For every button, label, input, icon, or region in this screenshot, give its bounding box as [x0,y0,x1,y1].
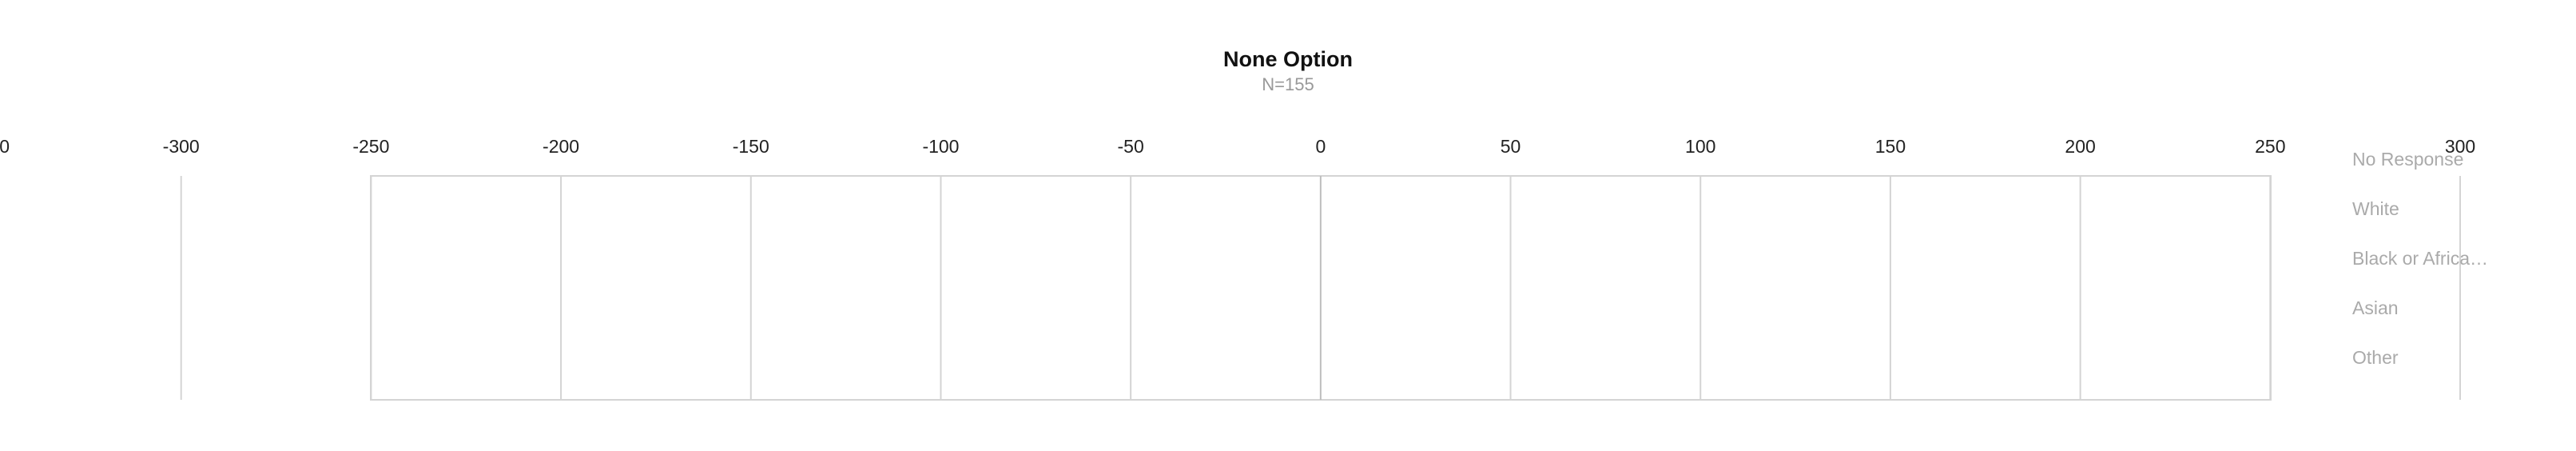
x-tick-label: -350 [0,136,10,157]
x-tick-label: -100 [922,136,959,157]
x-tick-label: 100 [1685,136,1715,157]
category-label: No Response [2352,149,2463,170]
x-tick-label: -150 [733,136,769,157]
x-tick-label: 50 [1501,136,1521,157]
x-tick-label: 250 [2255,136,2285,157]
x-tick-label: 300 [2445,136,2475,157]
x-tick-label: 200 [2065,136,2095,157]
category-label: Other [2352,347,2399,368]
chart-title: None Option [1223,47,1353,71]
category-label: White [2352,198,2399,219]
x-tick-label: -250 [352,136,389,157]
category-label: Black or Africa… [2352,248,2488,269]
x-tick-label: -300 [163,136,200,157]
x-tick-label: -50 [1118,136,1144,157]
x-tick-label: 150 [1875,136,1906,157]
x-tick-label: -200 [543,136,579,157]
category-label: Asian [2352,297,2399,318]
chart-subtitle: N=155 [1262,74,1314,94]
x-tick-label: 0 [1315,136,1326,157]
